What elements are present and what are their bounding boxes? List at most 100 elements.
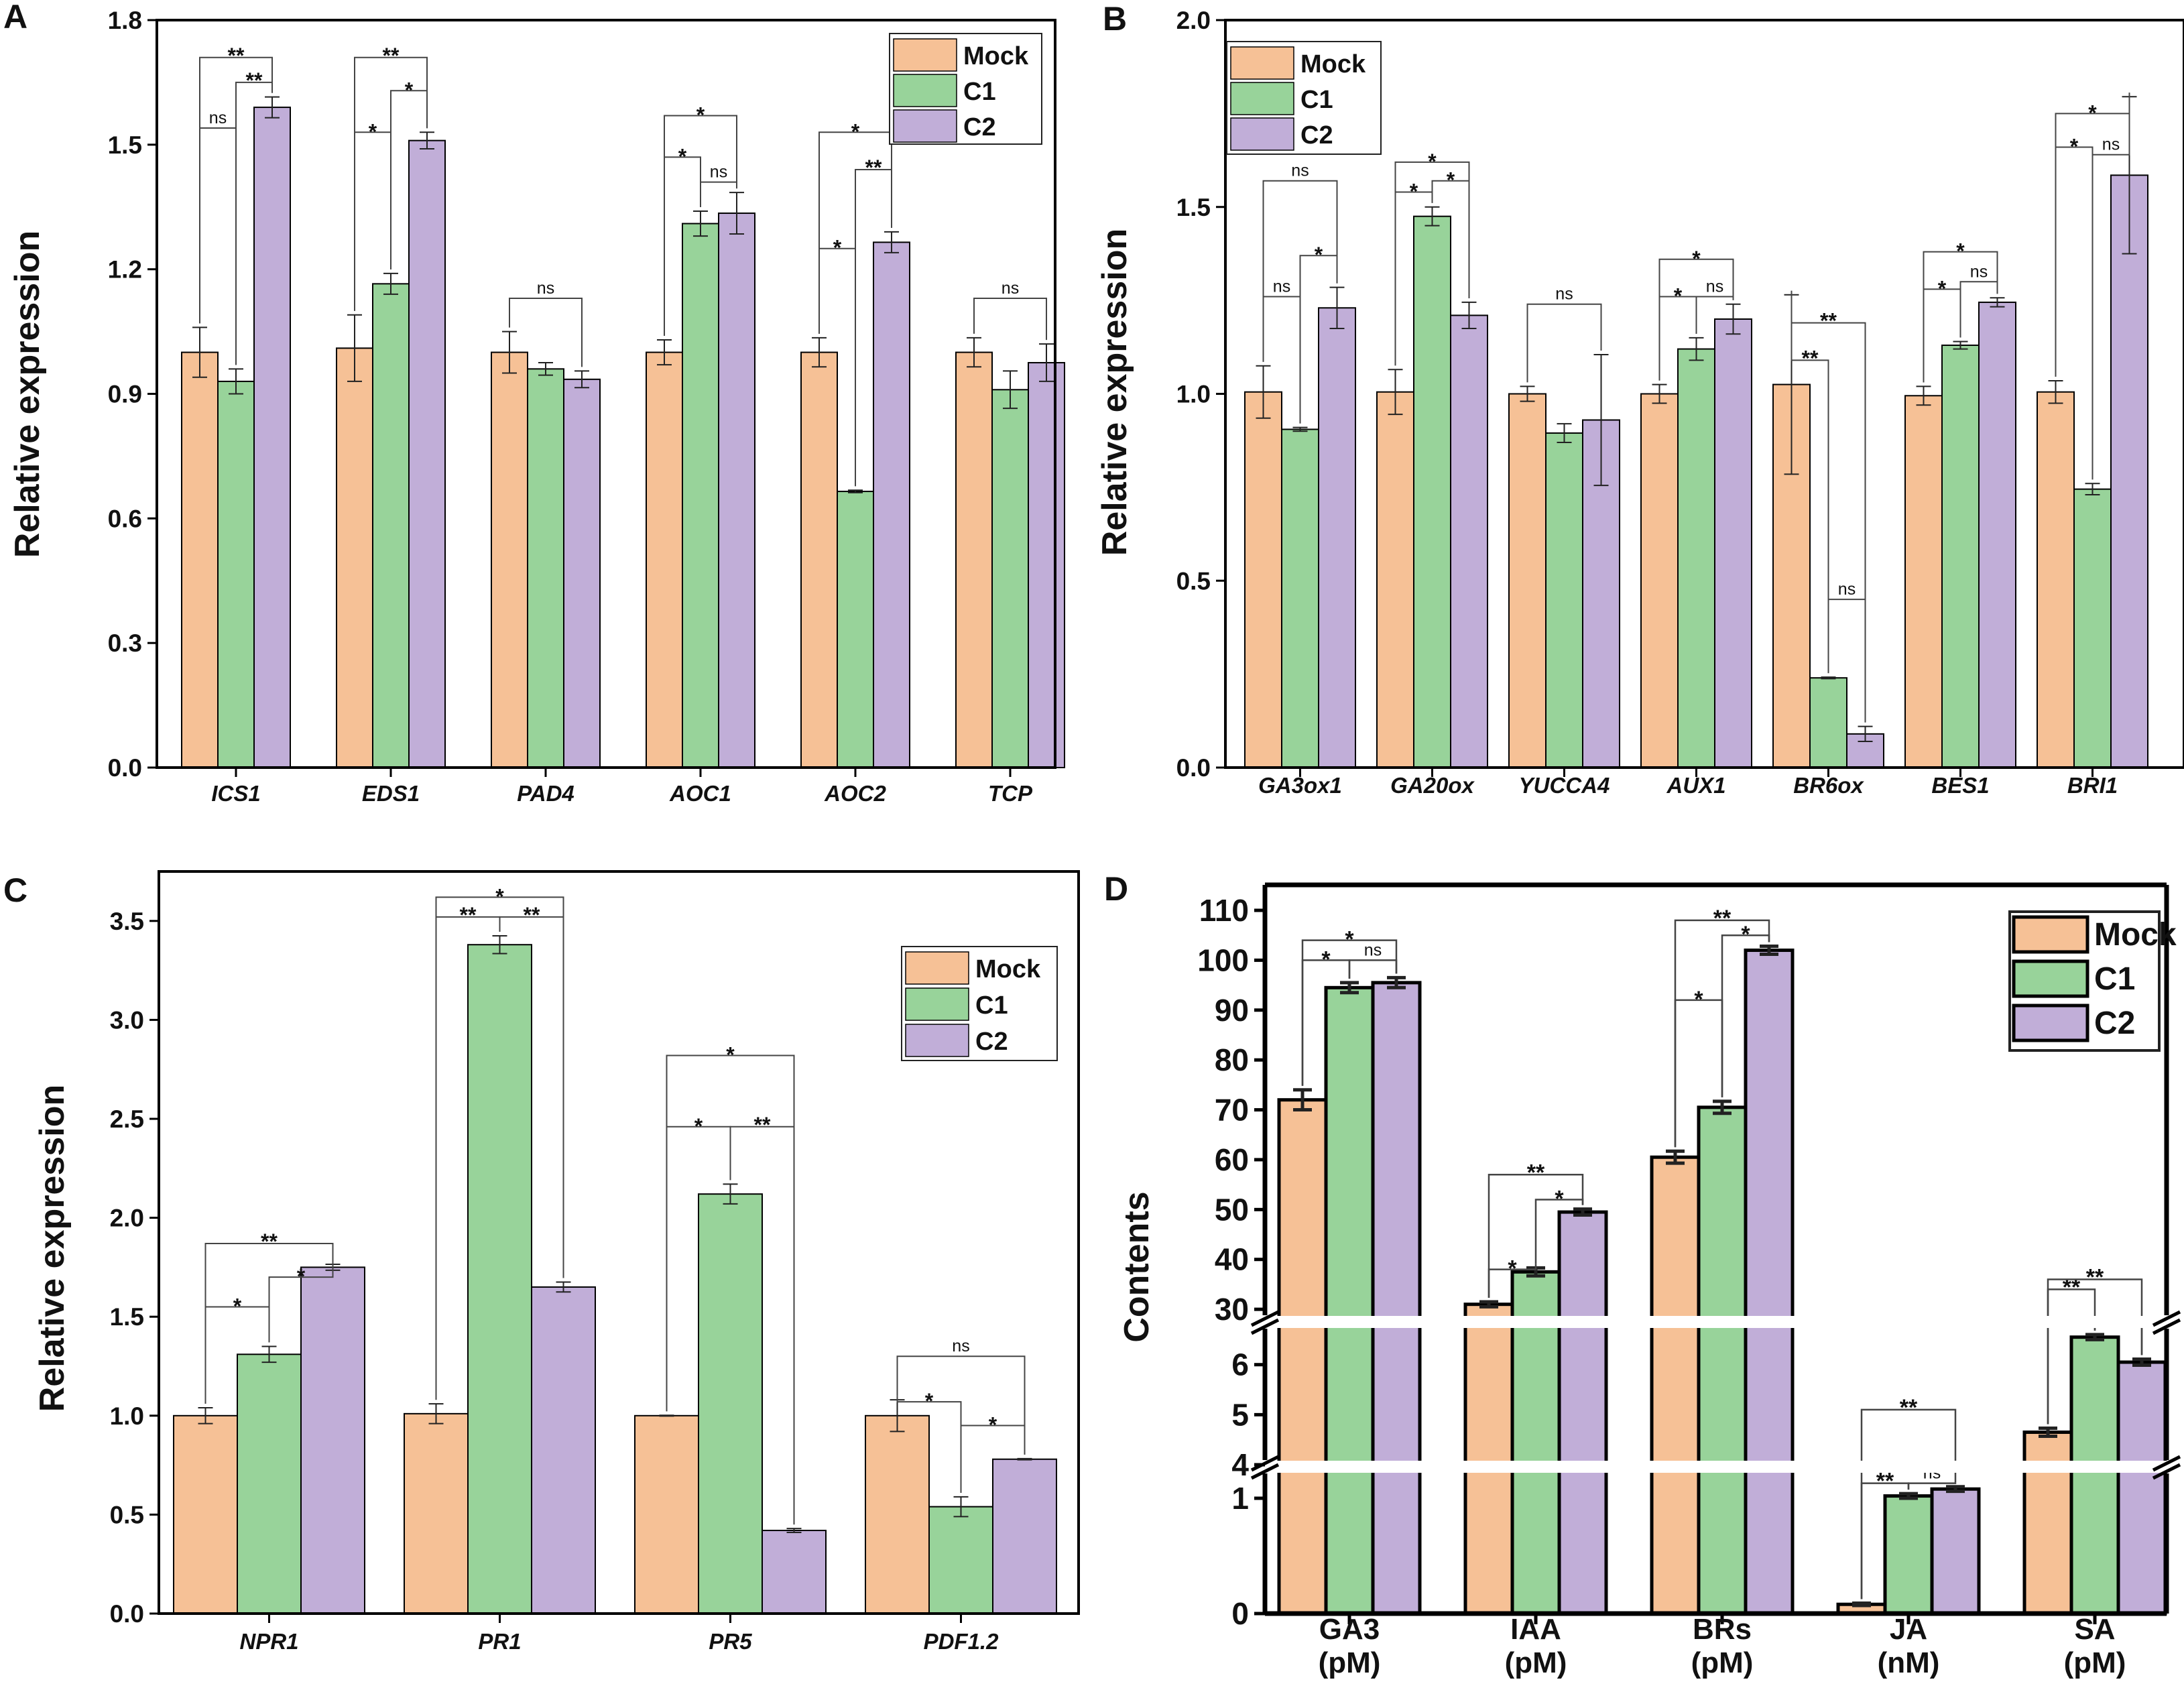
panel-label-C: C — [3, 871, 27, 909]
bar-C1-PDF1.2 — [928, 1506, 993, 1615]
significance-label: * — [1956, 239, 1965, 263]
x-tick-label: SA — [2074, 1613, 2115, 1646]
significance-label: * — [1694, 987, 1703, 1012]
significance-bracket — [664, 115, 737, 336]
y-tick-label: 0.5 — [1176, 567, 1211, 595]
x-tick-label: PR5 — [709, 1629, 752, 1654]
x-tick-unit: (pM) — [2064, 1646, 2126, 1679]
significance-label: ** — [524, 903, 540, 927]
significance-bracket — [1262, 180, 1338, 362]
significance-label: * — [1321, 947, 1331, 972]
bar-C1-AOC2 — [837, 491, 874, 768]
bar-C2-PR5 — [762, 1530, 827, 1615]
x-tick-label: AUX1 — [1666, 773, 1725, 798]
y-axis-label: Relative expression — [1095, 229, 1134, 556]
bar-Mock-NPR1 — [173, 1414, 238, 1615]
x-tick-label: ICS1 — [211, 781, 260, 806]
legend-swatch-C2 — [893, 109, 957, 143]
bar-C2-PR1 — [531, 1286, 596, 1615]
x-tick-label: YUCCA4 — [1519, 773, 1610, 798]
axis-break-band — [1238, 1461, 2184, 1473]
x-tick-label: BRI1 — [2067, 773, 2118, 798]
bar-C1-PR1 — [467, 944, 532, 1614]
bar-Mock-EDS1 — [336, 347, 373, 768]
y-axis-label: Contents — [1117, 1191, 1156, 1342]
significance-label: * — [1674, 284, 1683, 308]
y-tick-label: 50 — [1215, 1192, 1249, 1227]
bar-C2-ICS1 — [253, 107, 291, 769]
bar-C2-BES1 — [1978, 301, 2016, 769]
significance-label: ** — [460, 903, 477, 927]
significance-label: ** — [383, 44, 400, 68]
significance-bracket — [435, 896, 564, 1400]
panel-label-A: A — [3, 0, 27, 36]
bar-Mock-BRI1 — [2037, 391, 2075, 768]
bar-Mock-SA — [2022, 1430, 2073, 1616]
bar-C2-GA20ox — [1450, 314, 1488, 768]
x-tick-label: PAD4 — [517, 781, 574, 806]
significance-label: ns — [1364, 941, 1382, 959]
significance-label: ** — [2086, 1264, 2104, 1290]
bar-C1-BRI1 — [2073, 488, 2112, 768]
legend-swatch-Mock — [905, 951, 969, 985]
significance-bracket — [818, 131, 892, 334]
x-tick-label: IAA — [1510, 1613, 1561, 1646]
bar-C2-PAD4 — [563, 378, 601, 768]
bar-C1-PAD4 — [527, 368, 564, 768]
axis-break-mark — [2152, 1463, 2181, 1480]
legend-swatch-C2 — [2012, 1004, 2089, 1042]
significance-bracket — [1526, 303, 1602, 383]
bar-C2-NPR1 — [300, 1266, 365, 1614]
bar-C1-JA — [1883, 1494, 1934, 1616]
bar-Mock-AOC2 — [800, 351, 838, 768]
bar-C1-GA3 — [1324, 985, 1375, 1616]
legend-label-Mock: Mock — [2094, 917, 2177, 953]
y-tick-label: 5 — [1231, 1397, 1249, 1432]
significance-label: ns — [1555, 285, 1573, 304]
significance-bracket — [1488, 1174, 1584, 1298]
bar-C2-EDS1 — [408, 139, 446, 768]
y-tick-label: 1 — [1231, 1481, 1249, 1516]
x-tick-label: PDF1.2 — [924, 1629, 999, 1654]
bar-Mock-GA3ox1 — [1244, 391, 1282, 768]
bar-Mock-PDF1.2 — [865, 1414, 930, 1615]
significance-label: * — [1410, 179, 1418, 203]
y-tick-label: 3.0 — [110, 1006, 144, 1034]
bar-C2-GA3 — [1371, 981, 1422, 1616]
y-tick-label: 70 — [1215, 1093, 1249, 1128]
bar-C1-PR5 — [698, 1193, 763, 1614]
x-tick-label: PR1 — [478, 1629, 521, 1654]
bar-C1-AOC1 — [682, 223, 719, 768]
bar-C2-PDF1.2 — [992, 1458, 1057, 1614]
significance-label: ns — [952, 1337, 969, 1355]
x-tick-label: BES1 — [1931, 773, 1989, 798]
y-tick-label: 100 — [1197, 943, 1249, 977]
legend-label-C1: C1 — [1300, 86, 1333, 114]
significance-label: * — [1428, 149, 1437, 174]
significance-label: ** — [228, 44, 245, 68]
bar-C2-BRs — [1744, 949, 1795, 1616]
x-tick-label: NPR1 — [239, 1629, 298, 1654]
y-tick-label: 6 — [1231, 1347, 1249, 1382]
bar-C1-SA — [2069, 1335, 2120, 1616]
bar-C2-BRI1 — [2110, 174, 2148, 768]
significance-label: * — [833, 236, 842, 260]
y-tick-label: 2.5 — [110, 1105, 144, 1133]
significance-bracket — [199, 56, 273, 324]
panel-D: DContents*ns***********ns*******01456304… — [1104, 870, 2184, 1679]
significance-label: * — [1345, 927, 1354, 953]
bar-Mock-AUX1 — [1640, 393, 1679, 768]
y-tick-label: 2.0 — [1176, 7, 1211, 34]
significance-label: ns — [1291, 162, 1309, 180]
bar-C1-BRs — [1697, 1105, 1748, 1616]
significance-label: ns — [537, 279, 554, 298]
significance-label: * — [989, 1413, 997, 1437]
y-tick-label: 0.9 — [108, 381, 142, 408]
legend-swatch-C1 — [905, 987, 969, 1021]
y-tick-label: 1.8 — [108, 7, 142, 34]
bar-C2-GA3ox1 — [1318, 307, 1356, 768]
y-axis-label: Relative expression — [33, 1085, 72, 1412]
significance-bracket — [2055, 93, 2130, 377]
